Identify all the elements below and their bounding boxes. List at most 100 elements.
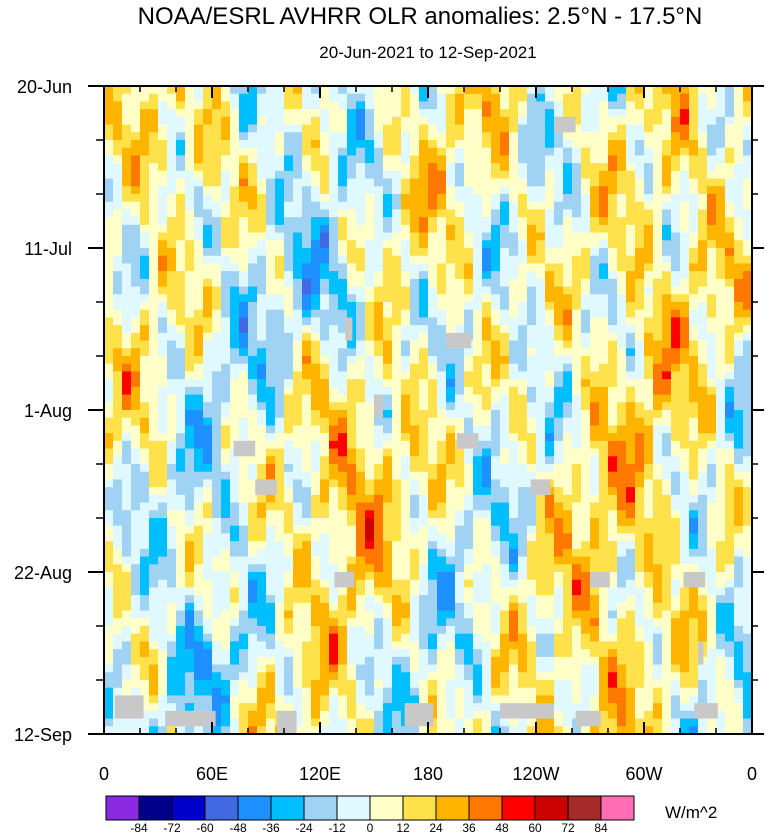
heatmap-cell [113,510,123,519]
heatmap-cell [401,255,411,265]
heatmap-cell [680,379,690,388]
heatmap-cell [509,109,519,118]
heatmap-cell [437,340,447,349]
heatmap-cell [563,302,573,311]
heatmap-cell [671,579,681,589]
heatmap-cell [707,286,717,295]
heatmap-cell [356,109,366,118]
heatmap-cell [284,278,294,288]
heatmap-cell [518,394,528,403]
heatmap-cell [104,93,114,103]
heatmap-cell [275,587,285,596]
heatmap-cell [644,386,654,396]
heatmap-cell [617,178,627,187]
heatmap-cell [437,232,447,241]
heatmap-cell [185,417,195,427]
heatmap-cell [473,548,483,558]
heatmap-cell [473,348,483,357]
heatmap-cell [572,363,582,373]
heatmap-cell [329,186,339,195]
heatmap-cell [293,402,303,411]
heatmap-cell [338,379,348,388]
heatmap-cell [554,541,564,550]
heatmap-cell [365,371,375,380]
heatmap-cell [122,232,132,241]
heatmap-cell [185,109,195,118]
heatmap-cell [545,271,555,280]
heatmap-cell [293,595,303,604]
heatmap-cell [338,464,348,473]
heatmap-cell [113,309,123,319]
heatmap-cell [689,248,699,257]
heatmap-cell [437,494,447,504]
heatmap-cell [338,109,348,118]
heatmap-cell [680,464,690,473]
heatmap-cell [131,109,141,118]
heatmap-cell [626,294,636,303]
heatmap-cell [572,132,582,141]
heatmap-cell [248,356,258,365]
heatmap-cell [446,224,456,234]
heatmap-cell [518,309,528,319]
heatmap-cell [131,502,141,511]
heatmap-cell [626,479,636,488]
heatmap-cell [563,502,573,511]
heatmap-cell [446,556,456,565]
heatmap-cell [653,101,663,110]
heatmap-cell [626,232,636,241]
heatmap-cell [581,116,591,126]
heatmap-cell [554,302,564,311]
heatmap-cell [203,471,213,481]
heatmap-cell [131,464,141,473]
heatmap-cell [419,471,429,481]
heatmap-cell [248,124,258,133]
heatmap-cell [455,147,465,157]
heatmap-cell [590,548,600,558]
heatmap-cell [617,425,627,434]
heatmap-cell [563,564,573,573]
heatmap-cell [482,224,492,234]
heatmap-cell [329,510,339,519]
heatmap-cell [356,610,366,619]
heatmap-cell [203,456,213,465]
heatmap-cell [230,371,240,380]
heatmap-cell [455,541,465,550]
heatmap-cell [743,86,753,95]
heatmap-cell [185,263,195,272]
heatmap-cell [365,317,375,326]
heatmap-cell [275,494,285,504]
heatmap-cell [554,294,564,303]
heatmap-cell [446,147,456,157]
heatmap-cell [194,525,204,535]
heatmap-cell [563,178,573,187]
heatmap-cell [545,402,555,411]
heatmap-cell [635,471,645,481]
heatmap-cell [410,286,420,295]
heatmap-cell [374,425,384,434]
heatmap-cell [680,440,690,450]
heatmap-cell [203,340,213,349]
heatmap-cell [194,317,204,326]
heatmap-cell [509,194,519,203]
heatmap-cell [410,433,420,442]
heatmap-cell [671,317,681,326]
heatmap-cell [680,255,690,265]
heatmap-cell [149,510,159,519]
heatmap-cell [482,109,492,118]
heatmap-cell [473,564,483,573]
heatmap-cell [608,479,618,488]
heatmap-cell [716,147,726,157]
heatmap-cell [212,294,222,303]
heatmap-cell [275,155,285,164]
heatmap-cell [401,440,411,450]
heatmap-cell [176,479,186,488]
heatmap-cell [239,132,249,141]
heatmap-cell [734,356,744,365]
heatmap-cell [383,201,393,211]
heatmap-cell [734,325,744,334]
heatmap-cell [383,533,393,542]
heatmap-cell [230,209,240,218]
heatmap-cell [365,209,375,218]
heatmap-cell [644,548,654,558]
heatmap-cell [554,140,564,149]
